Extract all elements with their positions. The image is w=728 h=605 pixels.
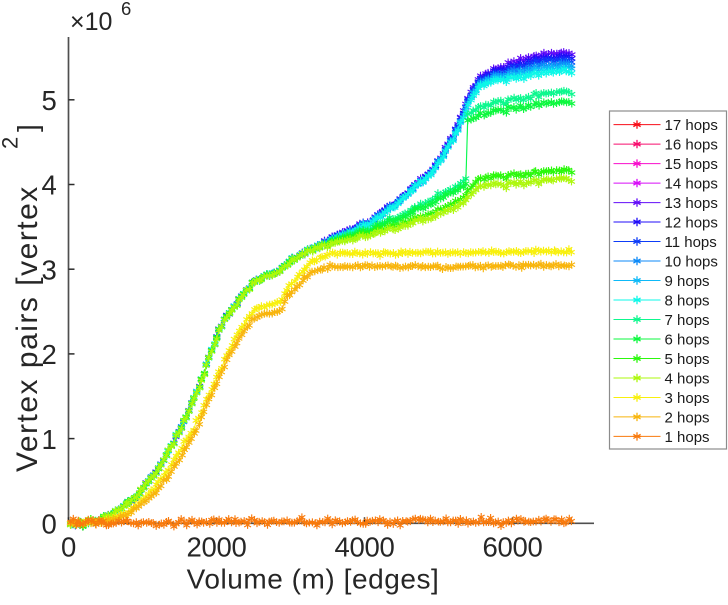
svg-text:6 hops: 6 hops: [665, 331, 710, 348]
svg-text:4 hops: 4 hops: [665, 370, 710, 387]
svg-text:0: 0: [42, 509, 57, 540]
svg-text:14 hops: 14 hops: [665, 176, 718, 193]
svg-text:Volume (m) [edges]: Volume (m) [edges]: [187, 564, 440, 595]
svg-text:0: 0: [61, 532, 76, 563]
svg-text:8 hops: 8 hops: [665, 292, 710, 309]
svg-text:1: 1: [42, 424, 57, 455]
svg-text:2: 2: [0, 137, 23, 149]
svg-text:Vertex pairs [vertex: Vertex pairs [vertex: [11, 185, 44, 472]
svg-text:5: 5: [42, 85, 57, 116]
svg-text:6000: 6000: [483, 532, 543, 563]
svg-text:16 hops: 16 hops: [665, 137, 718, 154]
svg-text:10 hops: 10 hops: [665, 253, 718, 270]
svg-text:6: 6: [121, 0, 131, 19]
svg-text:1 hops: 1 hops: [665, 429, 710, 446]
svg-text:5 hops: 5 hops: [665, 351, 710, 368]
svg-text:15 hops: 15 hops: [665, 156, 718, 173]
svg-text:2000: 2000: [187, 532, 247, 563]
svg-text:17 hops: 17 hops: [665, 117, 718, 134]
svg-text:4000: 4000: [335, 532, 395, 563]
svg-text:2: 2: [42, 339, 57, 370]
svg-text:]: ]: [12, 124, 43, 132]
svg-text:11 hops: 11 hops: [665, 234, 717, 251]
svg-text:4: 4: [42, 170, 57, 201]
svg-text:3 hops: 3 hops: [665, 390, 710, 407]
svg-text:2 hops: 2 hops: [665, 409, 710, 426]
svg-text:12 hops: 12 hops: [665, 214, 718, 231]
svg-text:×10: ×10: [70, 8, 112, 36]
svg-text:7 hops: 7 hops: [665, 312, 710, 329]
svg-text:9 hops: 9 hops: [665, 273, 710, 290]
svg-text:3: 3: [42, 254, 57, 285]
svg-text:13 hops: 13 hops: [665, 195, 718, 212]
